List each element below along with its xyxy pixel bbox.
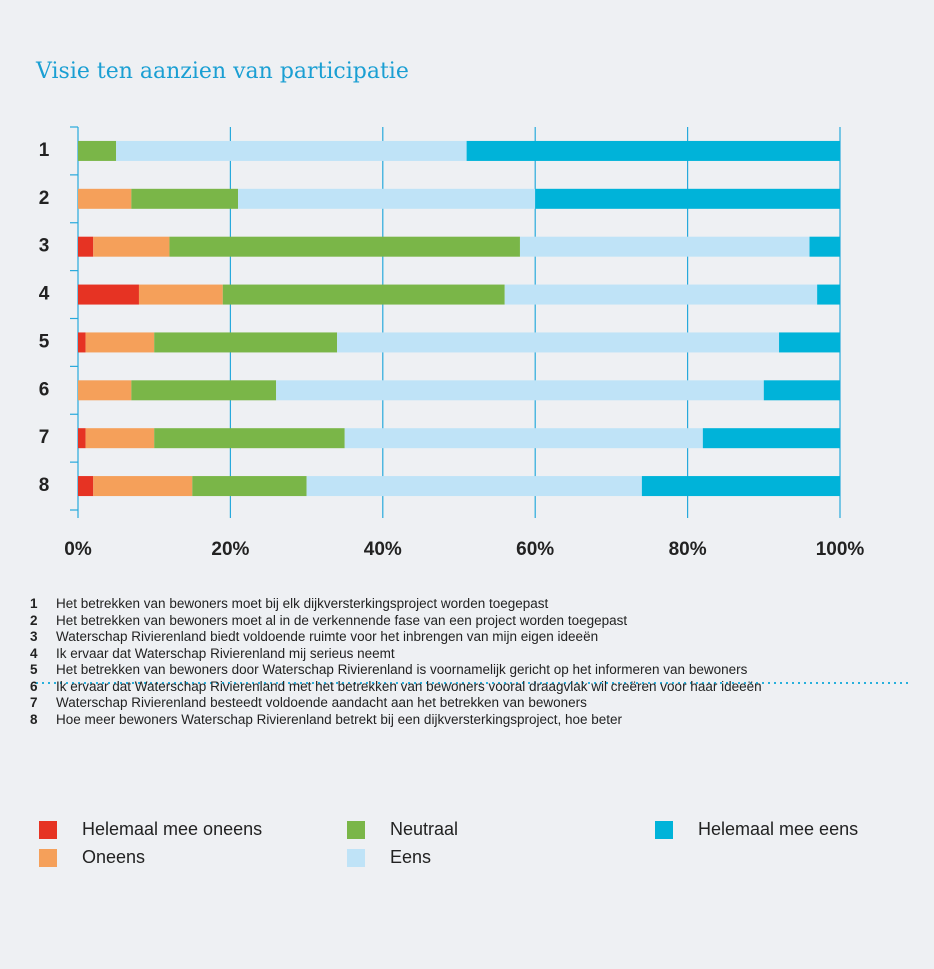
bar-segment <box>763 380 840 401</box>
note-number: 3 <box>30 629 38 644</box>
bar-segment <box>337 332 780 353</box>
note-text: Het betrekken van bewoners moet bij elk … <box>56 596 549 611</box>
bar-segment <box>154 332 338 353</box>
y-tick-label: 3 <box>39 236 50 257</box>
y-tick-label: 2 <box>39 188 50 209</box>
note: 7 Waterschap Rivierenland besteedt voldoe… <box>30 695 770 712</box>
notes: 1 Het betrekken van bewoners moet bij elk… <box>30 596 770 728</box>
bar-segment <box>519 236 810 257</box>
note-number: 8 <box>30 711 38 727</box>
bar-segment <box>169 236 520 257</box>
bar-segment <box>535 188 840 209</box>
bar-segment <box>504 284 818 305</box>
note-text: Hoe meer bewoners Waterschap Rivierenlan… <box>56 711 623 727</box>
note-number: 4 <box>30 645 38 661</box>
x-tick-label: 40% <box>364 539 402 560</box>
bar-segment <box>78 188 132 209</box>
x-tick-label: 0% <box>64 539 92 560</box>
bar-segment <box>192 476 307 497</box>
legend-label: Eens <box>390 847 431 867</box>
chart-title: Visie ten aanzien van participatie <box>35 59 409 84</box>
y-tick-label: 1 <box>39 140 50 161</box>
bar-segment <box>78 140 117 161</box>
x-tick-label: 20% <box>211 539 249 560</box>
note-text: Het betrekken van bewoners moet al in de… <box>56 612 628 628</box>
bar-segment <box>131 188 239 209</box>
note-text: Ik ervaar dat Waterschap Rivierenland me… <box>56 678 762 694</box>
note-text: Waterschap Rivierenland besteedt voldoen… <box>56 695 587 710</box>
note: 1 Het betrekken van bewoners moet bij elk… <box>30 596 770 613</box>
bar-segment <box>238 188 536 209</box>
bar-segment <box>809 236 840 257</box>
bar-segment <box>466 140 840 161</box>
bar-segment <box>138 284 223 305</box>
legend-swatch <box>39 821 57 839</box>
bar-segment <box>78 332 86 353</box>
bar-segment <box>702 428 840 449</box>
y-tick-label: 5 <box>39 331 50 352</box>
bar-segment <box>78 428 86 449</box>
bar-segment <box>85 428 155 449</box>
bar-segment <box>93 236 170 257</box>
note-number: 6 <box>30 678 38 694</box>
bar-segment <box>85 332 155 353</box>
legend-swatch <box>655 821 673 839</box>
y-tick-label: 6 <box>39 379 50 400</box>
bar-segment <box>306 476 642 497</box>
bar-segment <box>779 332 840 353</box>
bar-segment <box>93 476 193 497</box>
bar-segment <box>116 140 467 161</box>
note-number: 7 <box>30 695 38 710</box>
x-tick-label: 80% <box>669 539 707 560</box>
bar-segment <box>344 428 703 449</box>
legend-swatch <box>347 821 365 839</box>
note: 5 Het betrekken van bewoners door Watersc… <box>30 662 770 679</box>
note-text: Het betrekken van bewoners door Watersch… <box>56 662 748 677</box>
bar-segment <box>817 284 840 305</box>
note-number: 1 <box>30 596 38 611</box>
legend-swatch <box>39 849 57 867</box>
legend-label: Neutraal <box>390 819 458 839</box>
y-tick-label: 7 <box>39 427 50 448</box>
bar-segment <box>276 380 764 401</box>
bar-segment <box>641 476 840 497</box>
bar-segment <box>131 380 277 401</box>
note-number: 5 <box>30 662 38 677</box>
legend-label: Oneens <box>82 847 145 867</box>
bar-segment <box>78 236 94 257</box>
note-text: Waterschap Rivierenland biedt voldoende … <box>56 629 599 644</box>
y-tick-label: 4 <box>39 284 50 305</box>
legend-label: Helemaal mee oneens <box>82 819 262 839</box>
x-tick-label: 60% <box>516 539 554 560</box>
note: 3 Waterschap Rivierenland biedt voldoende… <box>30 629 770 646</box>
note: 8 Hoe meer bewoners Waterschap Rivierenla… <box>30 712 770 729</box>
x-tick-label: 100% <box>816 539 865 560</box>
note: 6 Ik ervaar dat Waterschap Rivierenland m… <box>30 679 770 696</box>
note: 4 Ik ervaar dat Waterschap Rivierenland m… <box>30 646 770 663</box>
bar-segment <box>78 476 94 497</box>
note: 2 Het betrekken van bewoners moet al in d… <box>30 613 770 630</box>
note-text: Ik ervaar dat Waterschap Rivierenland mi… <box>56 645 395 661</box>
bar-segment <box>78 380 132 401</box>
legend-label: Helemaal mee eens <box>698 819 858 839</box>
note-number: 2 <box>30 612 38 628</box>
bar-segment <box>78 284 139 305</box>
legend-swatch <box>347 849 365 867</box>
bar-segment <box>222 284 505 305</box>
bar-segment <box>154 428 345 449</box>
y-tick-label: 8 <box>39 475 50 496</box>
